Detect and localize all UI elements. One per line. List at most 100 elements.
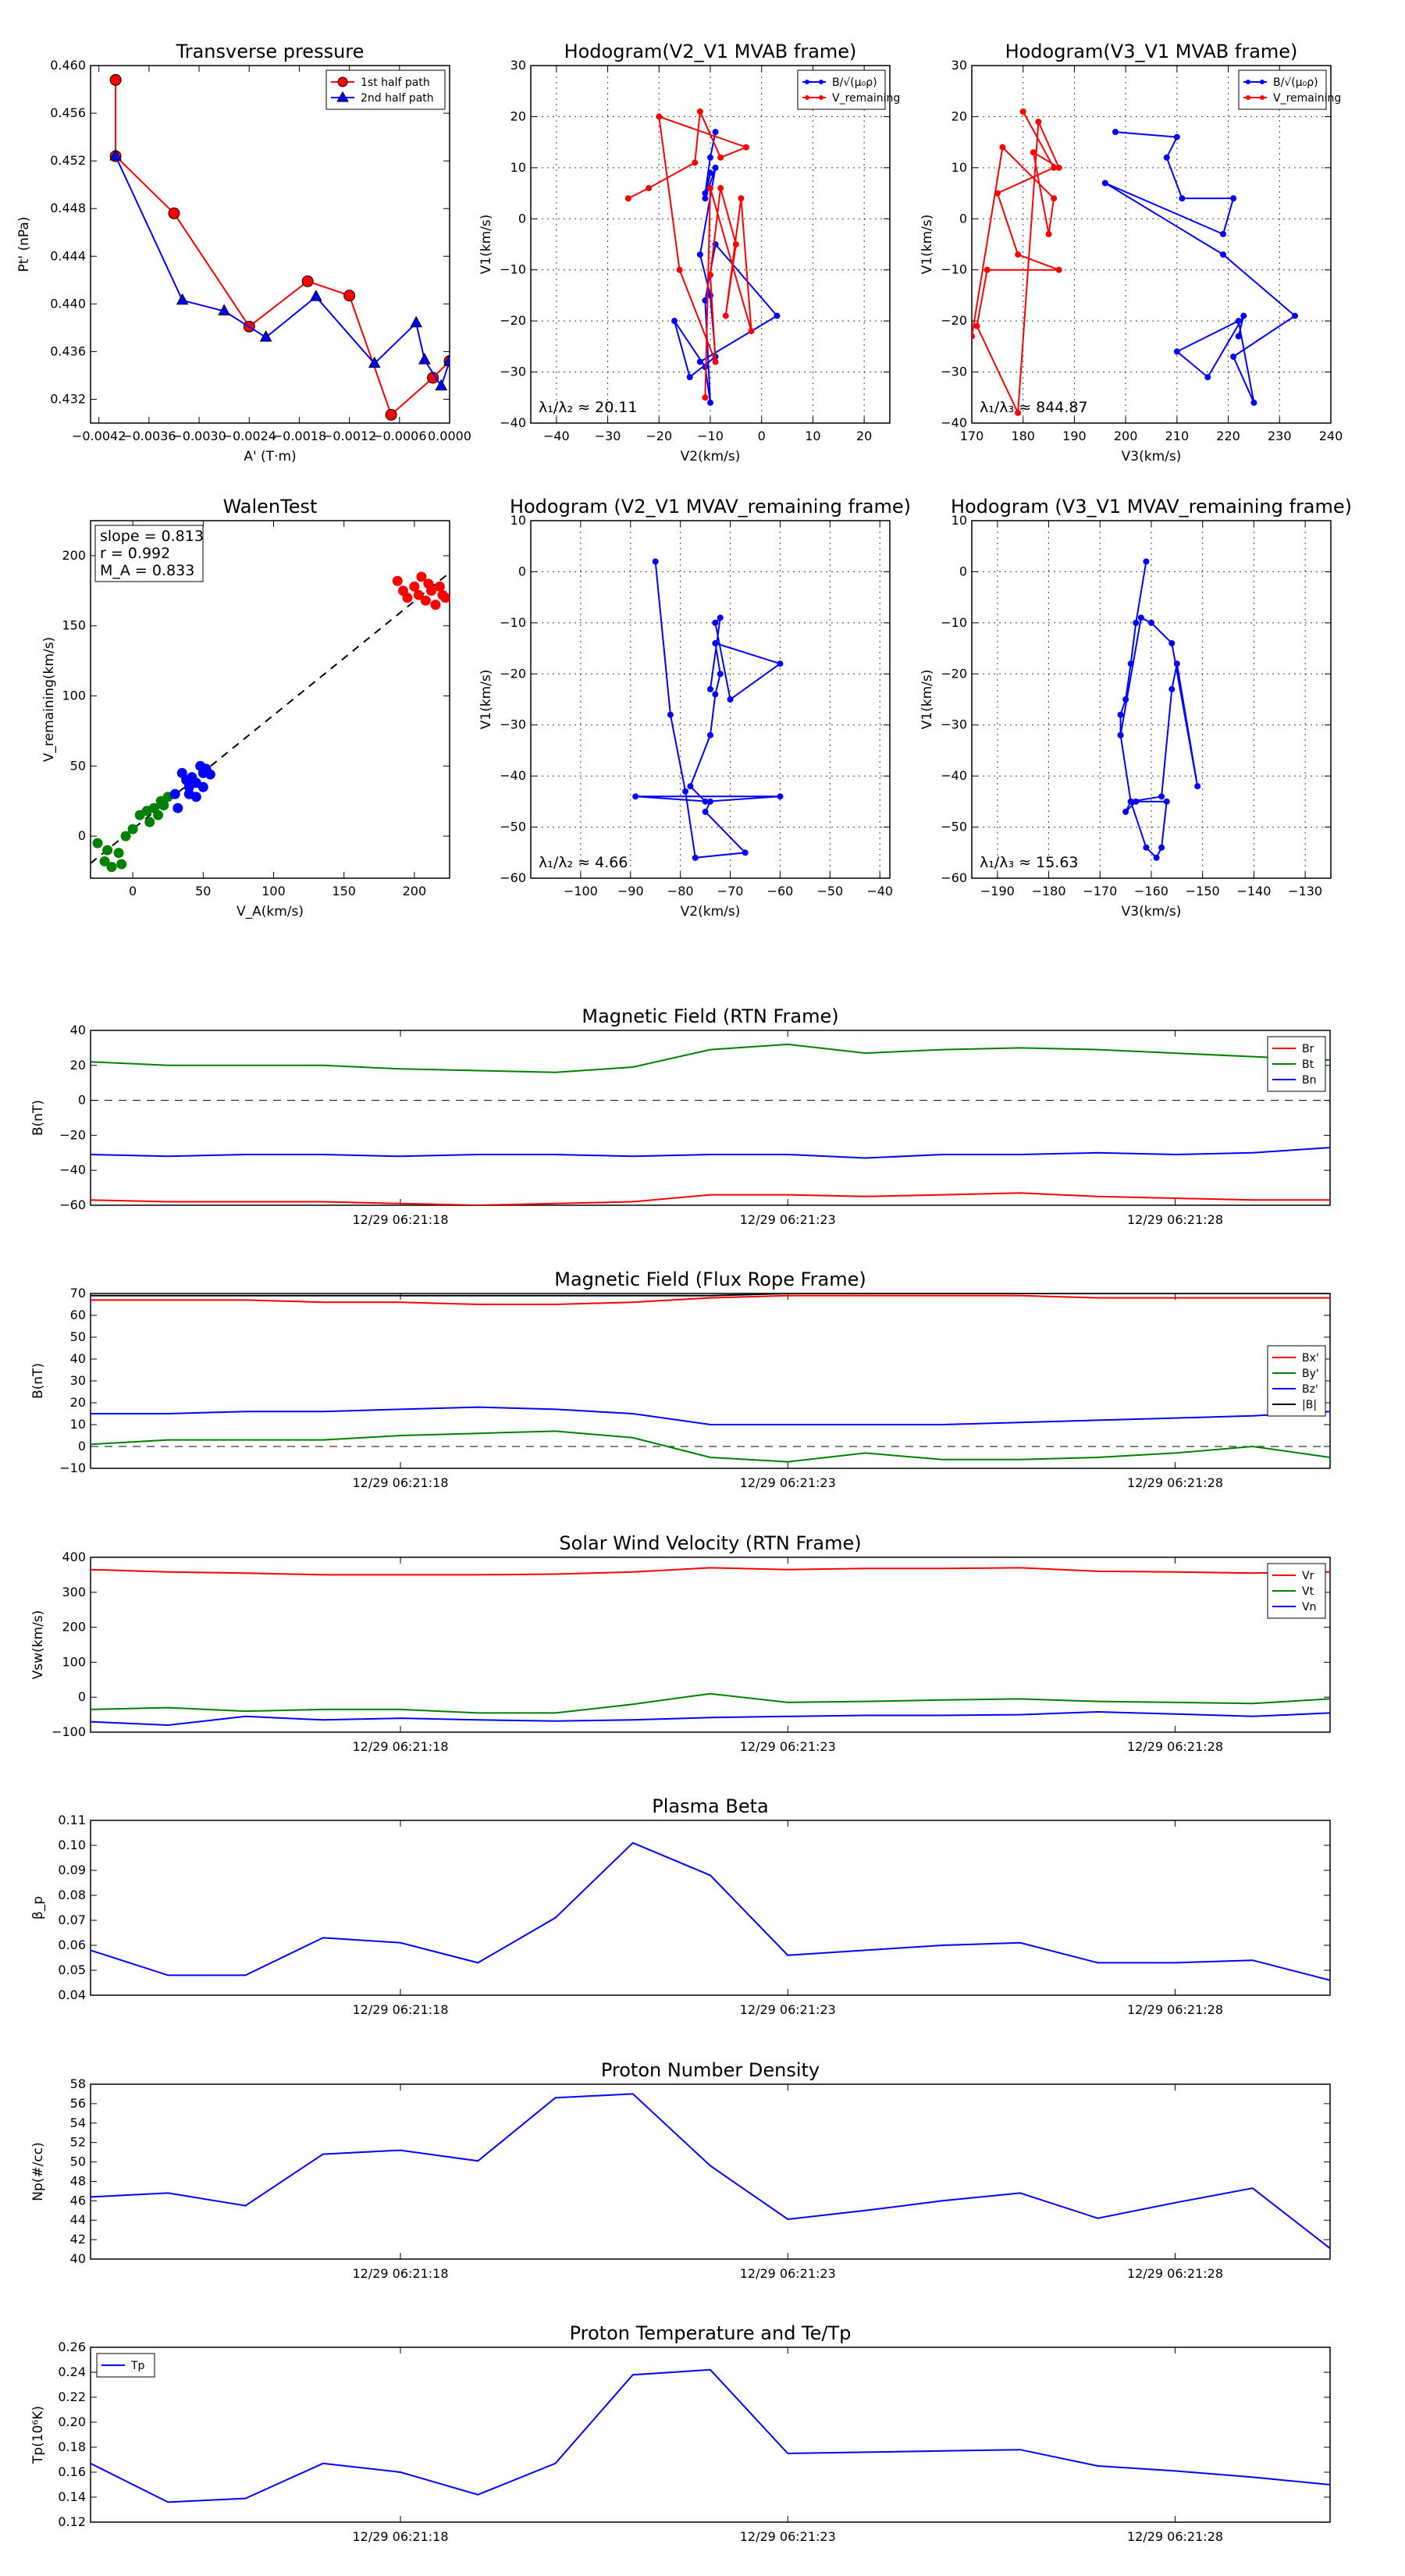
vsw-series-line: [91, 1710, 1330, 1727]
mag_rtn-ylabel: B(nT): [30, 1100, 46, 1136]
hodo2-point: [1163, 154, 1170, 161]
hodo4-point: [1143, 558, 1150, 565]
hodo2-point: [1112, 129, 1119, 136]
hodo1-point: [707, 154, 713, 161]
hodo1-point: [686, 374, 693, 381]
walen-xtick-label: 50: [195, 884, 211, 898]
beta-ytick-label: 0.08: [58, 1888, 86, 1902]
mag_rtn-ytick-label: −40: [59, 1162, 86, 1177]
beta-ytick-label: 0.05: [58, 1962, 86, 1977]
hodo1-point: [624, 195, 631, 202]
walen-axes-frame: [90, 520, 450, 879]
np-ytick-label: 40: [70, 2251, 86, 2266]
mag_fr-ylabel: B(nT): [30, 1363, 46, 1399]
hodo4-point: [1117, 711, 1124, 718]
hodo1-xtick-label: −10: [697, 429, 724, 443]
mag_fr-title: Magnetic Field (Flux Rope Frame): [554, 1268, 866, 1290]
hodo3-point: [702, 798, 709, 805]
hodo3-xtick-label: −70: [717, 884, 744, 898]
np-ytick-label: 44: [70, 2212, 86, 2227]
tp-xtick-label: −0.0006: [372, 429, 426, 443]
tp-point: [176, 293, 189, 305]
hodo1-point: [712, 358, 719, 365]
hodo4-ytick-label: −30: [941, 717, 967, 732]
hodo1-point: [712, 129, 719, 136]
walen-point: [113, 848, 124, 859]
hodo1-ytick-label: 10: [510, 160, 526, 175]
hodo4-point: [1137, 614, 1144, 621]
hodo2-legend: [1238, 69, 1327, 110]
hodo2-legend-label: V_remaining: [1273, 92, 1341, 105]
hodo2-point: [1240, 312, 1247, 319]
hodo3-point: [652, 558, 659, 565]
hodo1-ytick-label: −20: [500, 313, 526, 328]
hodo2-xtick-label: 190: [1062, 429, 1087, 443]
hodo1-legend-marker: [819, 80, 823, 84]
hodo1-point: [692, 159, 699, 166]
walen-point: [420, 595, 431, 606]
tp-point: [168, 207, 180, 219]
hodo2-point: [1250, 399, 1257, 406]
vsw-ytick-label: 400: [62, 1550, 86, 1564]
hodo2-axes-frame: [971, 65, 1332, 424]
hodo3-ytick-label: −40: [500, 768, 526, 783]
hodo2-ytick-label: 0: [959, 211, 967, 226]
hodo4-ytick-label: 10: [951, 513, 967, 528]
hodo1-ytick-label: 0: [518, 211, 526, 226]
mag_fr-series-line: [91, 1406, 1330, 1425]
tp-series-line: [115, 80, 450, 417]
walen-point: [426, 585, 437, 596]
hodo2-eigen-ratio: λ₁/λ₃ ≈ 844.87: [980, 399, 1088, 416]
walen-point: [430, 600, 441, 610]
tp_temp-panel: Proton Temperature and Te/Tp 0.12 0.14 0.16…: [30, 2322, 1331, 2544]
vsw-time-label: 12/29 06:21:23: [740, 1739, 836, 1754]
vsw-title: Solar Wind Velocity (RTN Frame): [559, 1532, 861, 1554]
hodo1-legend-marker: [805, 95, 809, 100]
hodo1-legend-marker: [819, 95, 823, 100]
np-ytick-label: 48: [70, 2173, 86, 2188]
walen-title: WalenTest: [223, 496, 318, 518]
hodo2-ytick-label: −20: [941, 313, 967, 328]
hodo1-axes-frame: [530, 65, 891, 424]
tp_temp-ylabel: Tp(10⁶K): [30, 2406, 46, 2464]
hodo2-point: [1015, 251, 1022, 258]
tp_temp-series-line: [91, 2368, 1330, 2503]
hodo2-point: [1220, 230, 1226, 237]
np-ylabel: Np(#/cc): [30, 2142, 46, 2201]
tp-ylabel: Pt' (nPa): [16, 217, 32, 272]
np-time-label: 12/29 06:21:23: [740, 2266, 836, 2281]
hodo1-legend-label: V_remaining: [832, 92, 900, 105]
hodo1-point: [707, 399, 713, 406]
hodo3-point: [712, 691, 719, 698]
hodo4-point: [1194, 783, 1201, 790]
hodo3-point: [727, 696, 734, 703]
hodo1-ytick-label: 20: [510, 109, 526, 123]
hodo1-point: [774, 312, 781, 319]
mag_fr-legend-label: By': [1302, 1368, 1319, 1380]
mag_rtn-ytick-label: −20: [59, 1127, 86, 1142]
hodo4-xtick-label: −140: [1236, 884, 1271, 898]
tp-point: [218, 304, 230, 315]
mag_fr-panel: Magnetic Field (Flux Rope Frame) −10 0 10 20…: [30, 1268, 1331, 1490]
hodo1-xtick-label: −30: [595, 429, 621, 443]
walen-stat-line: r = 0.992: [100, 545, 170, 562]
tp-ytick-label: 0.448: [50, 201, 86, 215]
walen-point: [197, 781, 208, 792]
hodo3-point: [712, 640, 719, 647]
tp-title: Transverse pressure: [176, 41, 365, 62]
hodo4-point: [1127, 660, 1134, 667]
walen-ytick-label: 0: [78, 828, 86, 843]
tp-point: [418, 353, 431, 365]
hodo2-point: [1204, 374, 1211, 381]
hodo2-point: [1235, 333, 1242, 340]
hodo4-point: [1127, 798, 1134, 805]
hodo2-point: [1030, 149, 1037, 156]
hodo1-point: [732, 241, 739, 247]
walen-xtick-label: 100: [261, 884, 286, 898]
mag_rtn-ytick-label: 40: [70, 1023, 86, 1037]
walen-ytick-label: 200: [62, 548, 86, 563]
hodo2-point: [1055, 266, 1062, 273]
mag_fr-ytick-label: 10: [70, 1417, 86, 1432]
beta-title: Plasma Beta: [652, 1795, 768, 1817]
vsw-series-line: [91, 1692, 1330, 1714]
